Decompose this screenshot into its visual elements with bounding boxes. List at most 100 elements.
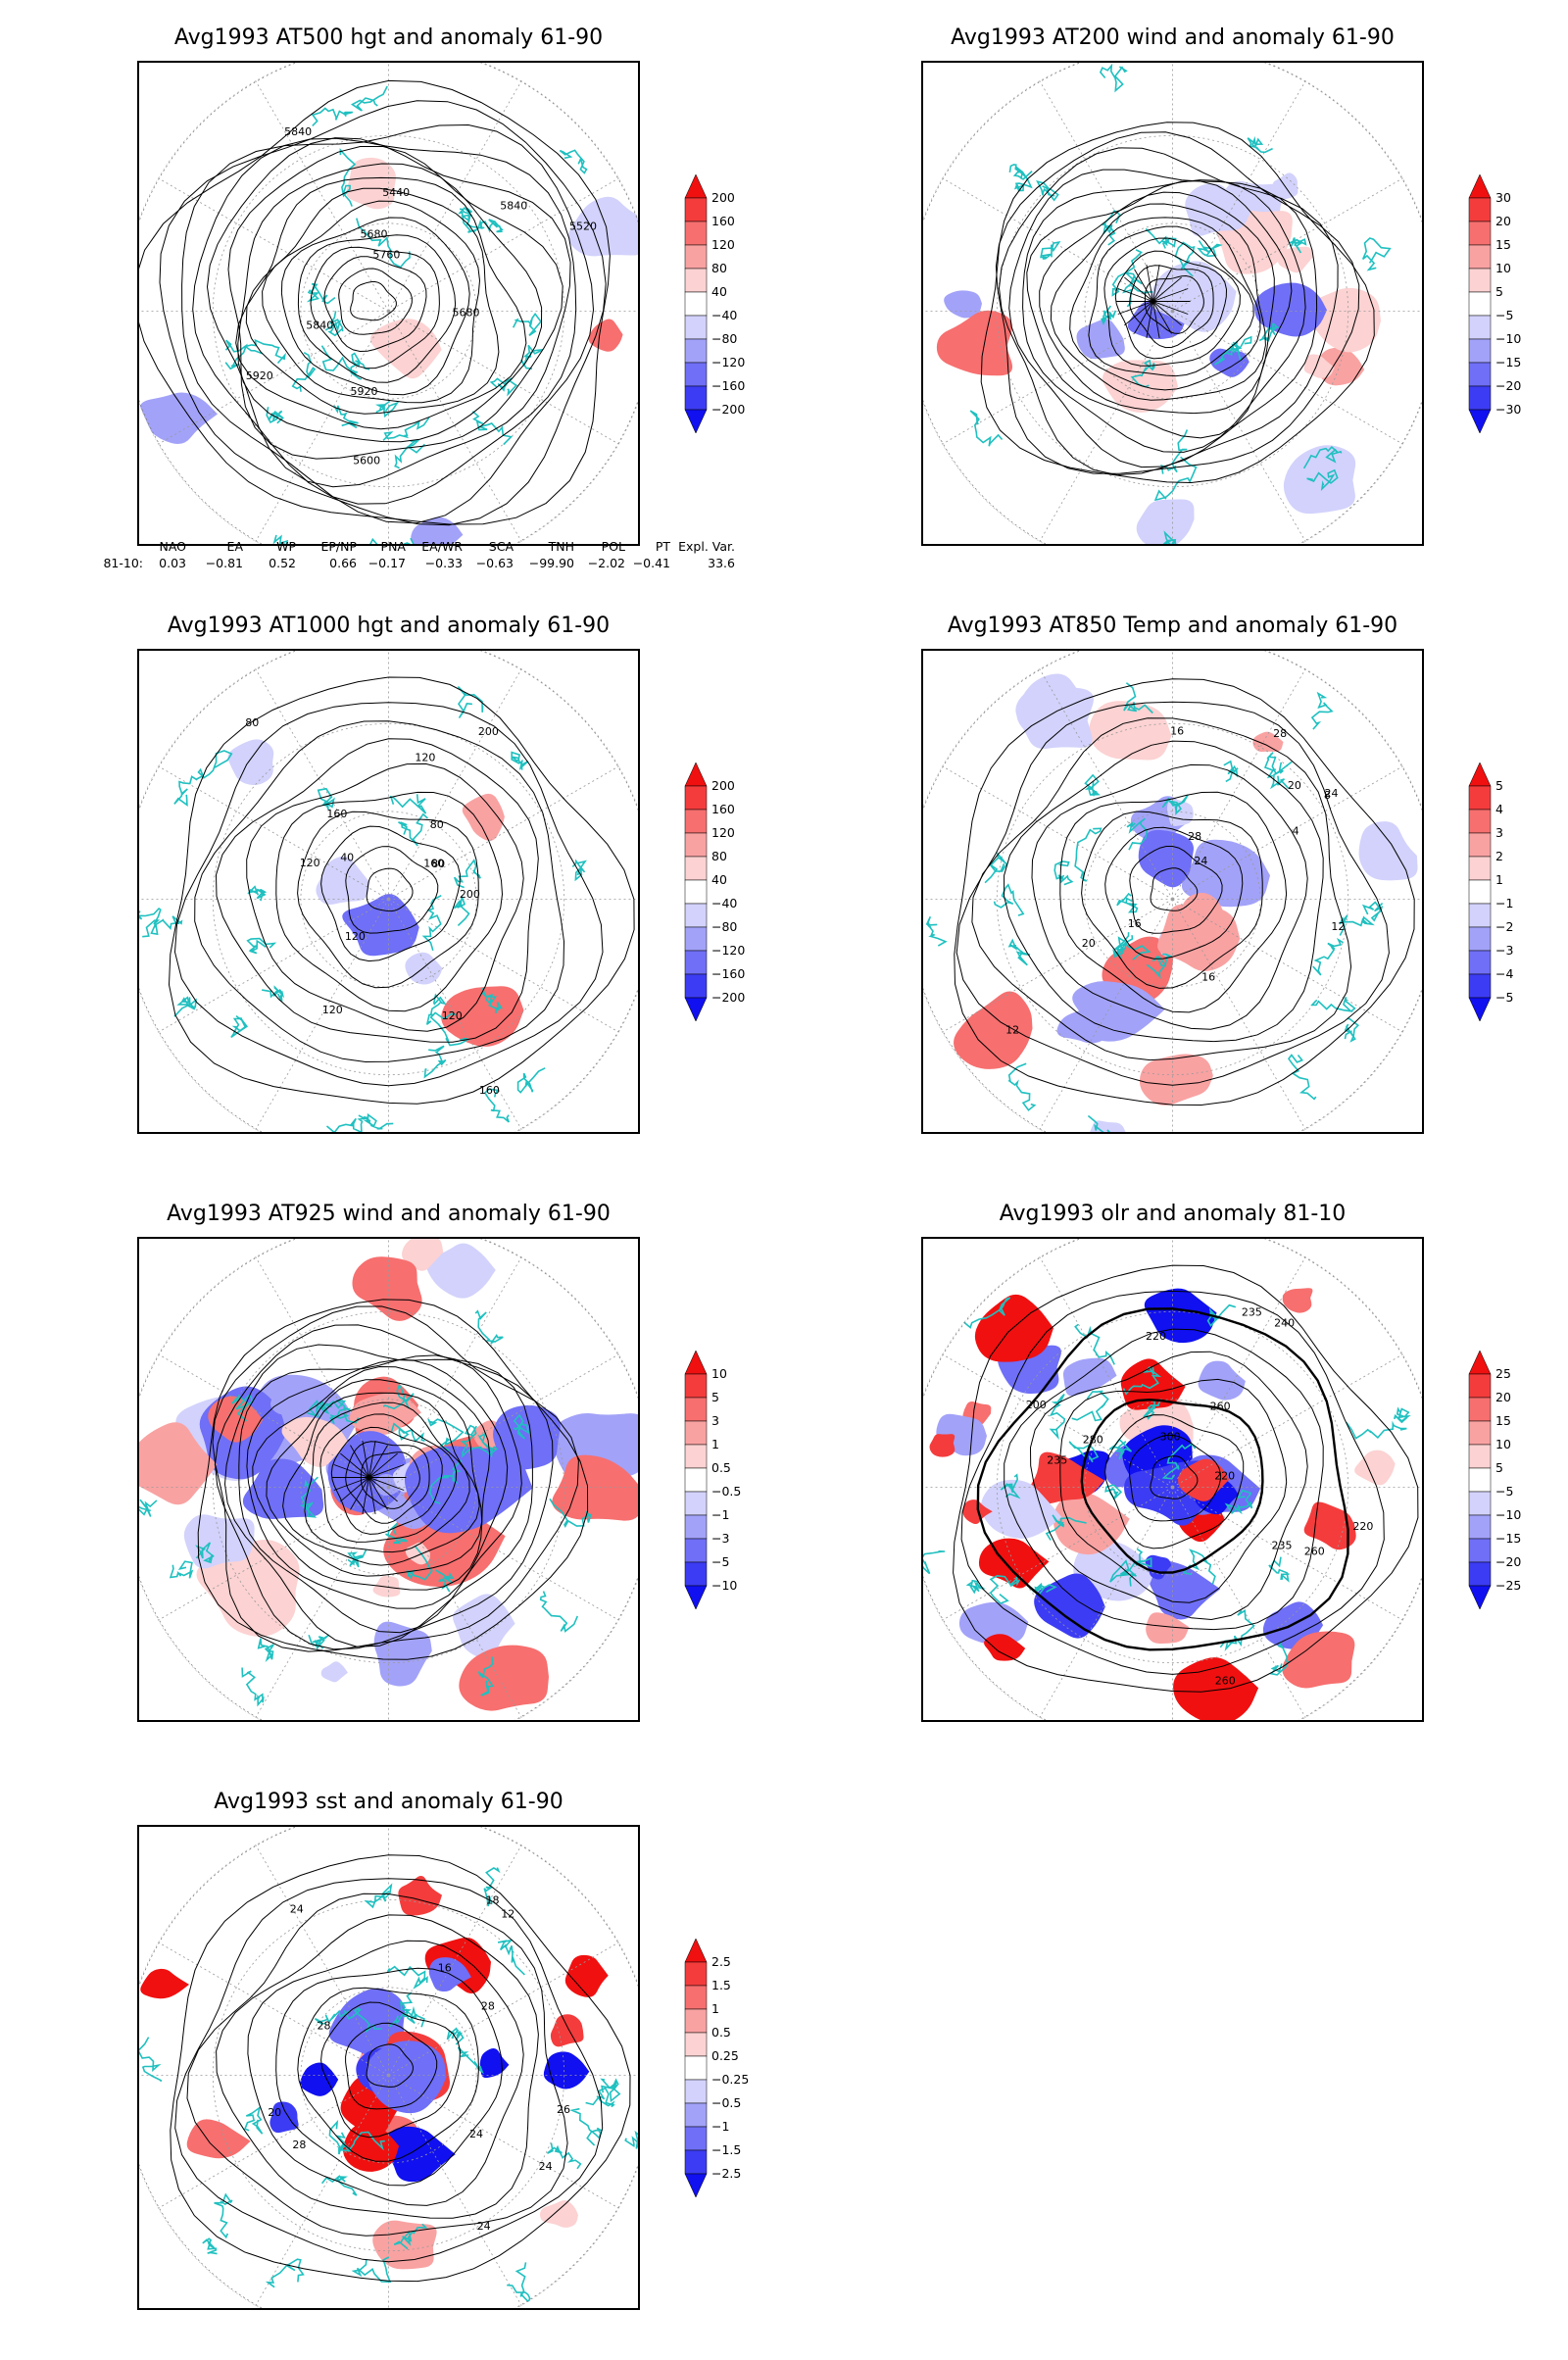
coastline [1123,682,1153,714]
coastline [460,1424,482,1458]
colorbar-tick-label: −160 [711,966,745,981]
coastline [1032,1582,1057,1596]
colorbar-swatch [684,1985,708,2010]
teleconnection-value-row: 81-10: 0.03 −0.81 0.52 0.66 −0.17 −0.33 … [86,556,735,572]
map-frame: 260 235 220 200 240 260 220 235 300 280 260 235 220 [921,1237,1424,1722]
colorbar-swatch [684,2055,708,2081]
colorbar-tick-label: −1 [1495,896,1513,910]
coastline [1099,63,1128,93]
colorbar-tick-label: −200 [711,402,745,417]
colorbar-swatch [684,809,708,834]
index-value: −0.81 [205,556,243,570]
coastline [457,2046,484,2075]
anomaly-shading [564,1954,609,1997]
contour-line [956,701,1390,1086]
latitude-circle [139,63,638,544]
contour-line [194,720,565,1063]
anomaly-shading [944,290,982,319]
coastline [1007,938,1031,966]
colorbar-tick-label: −200 [711,990,745,1005]
streamline [350,1477,369,1510]
colorbar-tick-label: 25 [1495,1366,1511,1381]
contour-label: 280 [1083,1433,1103,1446]
meridian-line [388,1353,619,1488]
contour-label: 160 [479,1084,500,1097]
anomaly-shading [453,1594,515,1659]
anomaly-shading [1149,1560,1221,1620]
coastline [243,2105,264,2135]
coastline [1113,932,1152,961]
latitude-circle [996,134,1349,488]
panel-title: Avg1993 AT200 wind and anomaly 61-90 [951,25,1395,50]
coastline [507,2262,531,2304]
panel-title: Avg1993 sst and anomaly 61-90 [214,1790,564,1814]
colorbar-swatch [1468,315,1492,340]
contour-label: 5760 [372,249,400,262]
colorbar-tick-label: −80 [711,331,737,346]
panel-title: Avg1993 AT1000 hgt and anomaly 61-90 [167,614,611,638]
meridian-line [388,1256,522,1488]
colorbar-swatch [1468,926,1492,952]
coastline [965,1579,985,1595]
streamline [1152,301,1160,339]
anomaly-shading [479,2047,510,2079]
coastline [1008,164,1033,180]
anomaly-shading [411,516,464,544]
meridian-line [942,765,1173,900]
index-header: PNA [380,539,406,554]
colorbar-min-arrow [684,2173,708,2198]
colorbar-swatch [684,2126,708,2151]
contour-line [976,1307,1349,1651]
coastline [314,2009,350,2025]
colorbar-swatch [1468,1444,1492,1469]
coastline [1339,914,1375,936]
colorbar-swatch [684,362,708,387]
meridian-line [1172,1487,1403,1621]
meridian-line [1172,177,1403,312]
anomaly-shading [1144,1288,1217,1344]
streamline [1026,180,1293,439]
index-value: −0.63 [475,556,514,570]
coastline [1310,691,1334,730]
colorbar-min-arrow [684,409,708,434]
colorbar-swatch [1468,879,1492,905]
latitude-circle [1084,1399,1261,1576]
coastline [571,859,587,882]
contour-label: 80 [245,716,259,729]
contour-line [310,246,440,369]
contour-label: 16 [1170,725,1184,738]
colorbar-tick-label: −120 [711,355,745,369]
coastline [1068,1441,1100,1463]
contour-line [280,217,470,396]
anomaly-shading [398,1875,442,1916]
coastline [320,345,358,375]
streamline [330,1426,443,1535]
contour-label: 120 [415,752,435,764]
streamline [1144,274,1204,334]
index-header: NAO [159,539,186,554]
coastline [459,208,483,233]
map-frame [137,1237,640,1722]
streamline [1103,237,1241,367]
contour-line [320,2001,461,2139]
map-panel-at925-wind: Avg1993 AT925 wind and anomaly 61-90 10 5 3… [0,1184,784,1772]
meridian-line [1172,1487,1306,1718]
contour-label: 16 [1128,917,1142,930]
meridian-line [1172,311,1403,445]
latitude-circle [996,1310,1349,1664]
contour-line [246,762,524,1032]
coastline [328,2119,352,2155]
meridian-line [1172,899,1306,1130]
colorbar-swatch [1468,1491,1492,1516]
polar-stereographic-map [923,63,1422,544]
coastline [265,2258,305,2288]
anomaly-shading [552,1454,638,1521]
streamline [1124,301,1153,326]
coastline [382,1383,415,1410]
colorbar-legend: 2.5 1.5 1 0.5 0.25 −0.25 −0.5 −1 −1.5 −2.5 [684,1938,772,2240]
anomaly-shading [196,1539,300,1637]
coastline [477,1656,495,1696]
coastline [325,1114,368,1132]
coastline [318,1400,347,1410]
